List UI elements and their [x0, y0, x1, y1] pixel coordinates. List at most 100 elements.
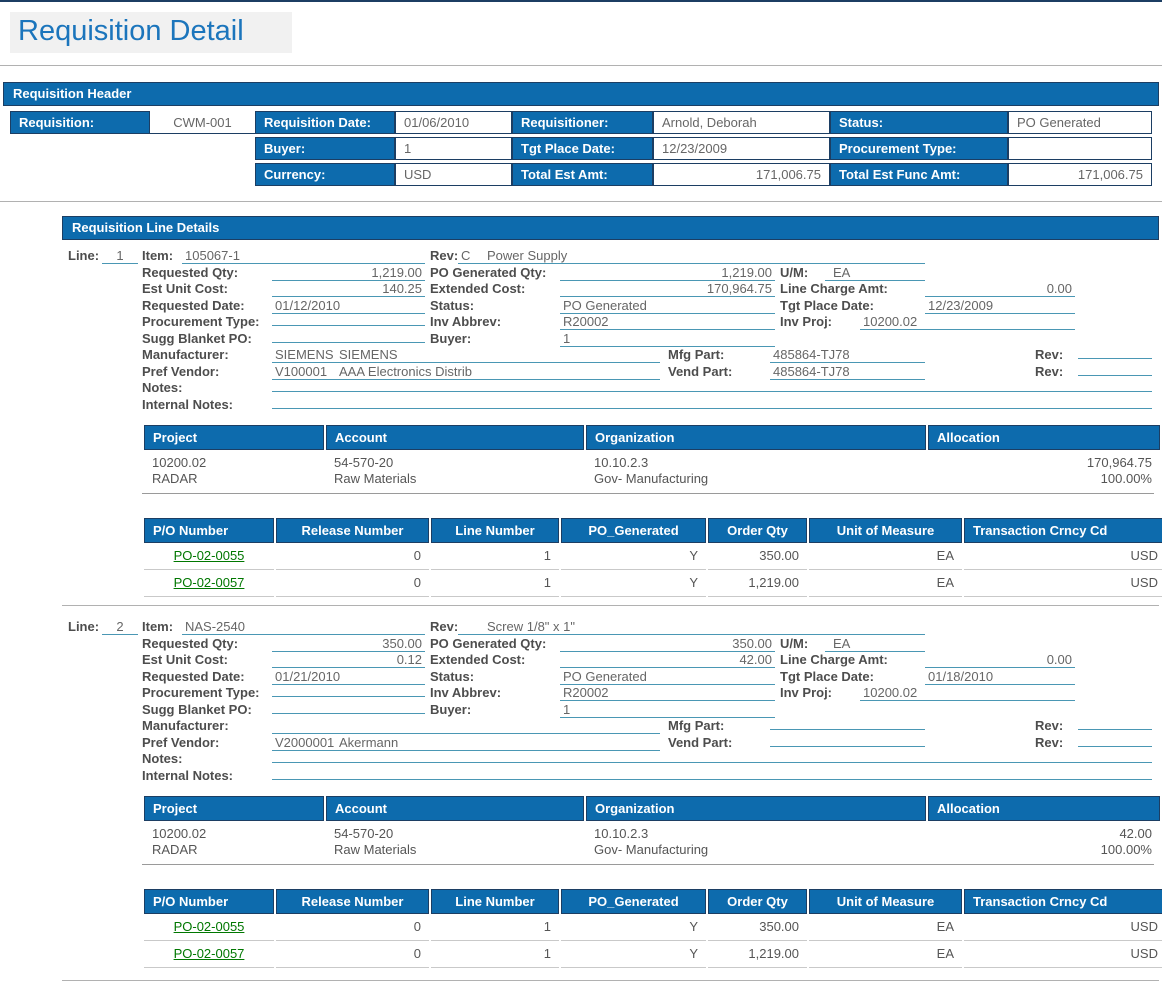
unit-of-measure-header: Unit of Measure — [809, 518, 962, 543]
project-allocation-table: Project Account Organization Allocation … — [142, 425, 1162, 490]
line-charge-amt-value: 0.00 — [925, 281, 1075, 297]
release-number-header: Release Number — [276, 518, 429, 543]
internal-notes-label: Internal Notes: — [142, 767, 234, 783]
inv-abbrev-value: R20002 — [560, 314, 775, 330]
account-id: 54-570-20 — [334, 455, 394, 470]
mfg-part-value: 485864-TJ78 — [770, 347, 925, 363]
buyer-label: Buyer: — [255, 137, 395, 160]
currency-value: USD — [395, 163, 512, 186]
po-generated-header: PO_Generated — [561, 518, 706, 543]
order-qty: 1,219.00 — [708, 570, 807, 597]
po-generated-qty-label: PO Generated Qty: — [430, 264, 547, 280]
requested-qty-label: Requested Qty: — [142, 635, 239, 651]
pref-vendor-value: V2000001 Akermann — [272, 735, 660, 751]
line-number-header: Line Number — [431, 518, 559, 543]
inv-proj-value: 10200.02 — [860, 685, 1075, 701]
procurement-type-label: Procurement Type: — [142, 685, 260, 700]
line-number-value: 2 — [102, 619, 138, 635]
mfg-rev-value — [1078, 358, 1152, 359]
transaction-crncy-header: Transaction Crncy Cd — [964, 889, 1162, 914]
notes-value — [272, 391, 1152, 392]
status-label: Status: — [830, 111, 1008, 134]
release-number: 0 — [276, 914, 429, 941]
pref-vendor-code: V2000001 — [275, 734, 335, 750]
order-qty: 350.00 — [708, 914, 807, 941]
page-title: Requisition Detail — [10, 12, 292, 53]
item-value: 105067-1 — [182, 248, 425, 264]
requisition-line-block-2: Line: 2 Item: NAS-2540 Rev: Screw 1/8" x… — [62, 619, 1162, 968]
po-number-header: P/O Number — [144, 889, 274, 914]
po-table-wrap: P/O Number Release Number Line Number PO… — [142, 889, 1162, 968]
vend-part-value — [770, 745, 925, 747]
allocation-amount: 170,964.75 — [1086, 455, 1152, 470]
requested-date-value: 01/21/2010 — [272, 669, 425, 685]
pref-vendor-name: Akermann — [339, 734, 399, 750]
mfg-part-value — [770, 729, 925, 730]
project-table-header-row: Project Account Organization Allocation — [144, 425, 1160, 450]
order-qty: 350.00 — [708, 543, 807, 570]
sugg-blanket-po-label: Sugg Blanket PO: — [142, 330, 252, 346]
buyer-value: 1 — [560, 702, 775, 718]
internal-notes-row: Internal Notes: — [62, 768, 1159, 785]
allocation-header: Allocation — [928, 796, 1160, 821]
tgt-place-date-value: 12/23/2009 — [925, 298, 1075, 314]
transaction-crncy-header: Transaction Crncy Cd — [964, 518, 1162, 543]
inv-proj-value: 10200.02 — [860, 314, 1075, 330]
sugg-blanket-po-label: Sugg Blanket PO: — [142, 701, 252, 717]
procurement-type-value — [1008, 137, 1152, 160]
requested-date-label: Requested Date: — [142, 668, 245, 684]
extended-cost-label: Extended Cost: — [430, 652, 526, 667]
pref-vendor-name: AAA Electronics Distrib — [339, 363, 472, 379]
header-row-2: Buyer: 1 Tgt Place Date: 12/23/2009 Proc… — [10, 137, 1152, 160]
vend-part-label: Vend Part: — [668, 363, 733, 379]
vend-rev-value — [1078, 745, 1152, 747]
requested-date-value: 01/12/2010 — [272, 298, 425, 314]
notes-label: Notes: — [142, 380, 183, 395]
buyer-value: 1 — [560, 331, 775, 347]
po-number-link[interactable]: PO-02-0057 — [173, 946, 245, 961]
status-value: PO Generated — [560, 298, 775, 314]
transaction-crncy-cd: USD — [964, 570, 1162, 597]
manufacturer-name: SIEMENS — [339, 347, 398, 362]
po-generated: Y — [561, 570, 706, 597]
project-id: 10200.02 — [152, 455, 207, 470]
project-table-wrap: Project Account Organization Allocation … — [142, 796, 1160, 865]
est-unit-cost-label: Est Unit Cost: — [142, 281, 228, 296]
project-name: RADAR — [152, 471, 198, 486]
project-allocation-table: Project Account Organization Allocation … — [142, 796, 1162, 861]
pref-vendor-code: V100001 — [275, 363, 328, 379]
inv-abbrev-label: Inv Abbrev: — [430, 685, 502, 700]
po-number-link[interactable]: PO-02-0055 — [173, 919, 245, 934]
po-number-link[interactable]: PO-02-0055 — [173, 548, 245, 563]
total-est-func-amt-label: Total Est Func Amt: — [830, 163, 1008, 186]
requisition-line-block-1: Line: 1 Item: 105067-1 Rev: C Power Suppl… — [62, 248, 1162, 597]
manufacturer-value: SIEMENS SIEMENS — [272, 347, 660, 363]
po-generated-qty-value: 350.00 — [560, 636, 775, 652]
po-table-row: PO-02-0055 0 1 Y 350.00 EA USD — [144, 914, 1162, 941]
account-name: Raw Materials — [334, 471, 417, 486]
vend-rev-label: Rev: — [1035, 734, 1064, 750]
po-number-link[interactable]: PO-02-0057 — [173, 575, 245, 590]
status-label: Status: — [430, 297, 475, 313]
line-label: Line: — [68, 619, 100, 634]
cost-row: Est Unit Cost: 140.25 Extended Cost: 170… — [62, 281, 1159, 298]
um-label: U/M: — [780, 264, 809, 280]
cost-row: Est Unit Cost: 0.12 Extended Cost: 42.00… — [62, 652, 1159, 669]
section-header-line-details: Requisition Line Details — [62, 216, 1159, 240]
requisitioner-label: Requisitioner: — [512, 111, 653, 134]
requested-qty-value: 350.00 — [272, 636, 425, 652]
org-name: Gov- Manufacturing — [594, 842, 709, 857]
extended-cost-label: Extended Cost: — [430, 281, 526, 296]
buyer-label: Buyer: — [430, 330, 472, 346]
section-header-requisition-header: Requisition Header — [3, 82, 1159, 106]
currency-label: Currency: — [255, 163, 395, 186]
requested-date-label: Requested Date: — [142, 297, 245, 313]
item-value: NAS-2540 — [182, 619, 425, 635]
inv-abbrev-value: R20002 — [560, 685, 775, 701]
unit-of-measure: EA — [809, 543, 962, 570]
inv-abbrev-label: Inv Abbrev: — [430, 314, 502, 329]
manufacturer-code: SIEMENS — [275, 347, 334, 362]
unit-of-measure: EA — [809, 914, 962, 941]
notes-value — [272, 762, 1152, 763]
procurement-row: Procurement Type: Inv Abbrev: R20002 Inv… — [62, 314, 1159, 331]
